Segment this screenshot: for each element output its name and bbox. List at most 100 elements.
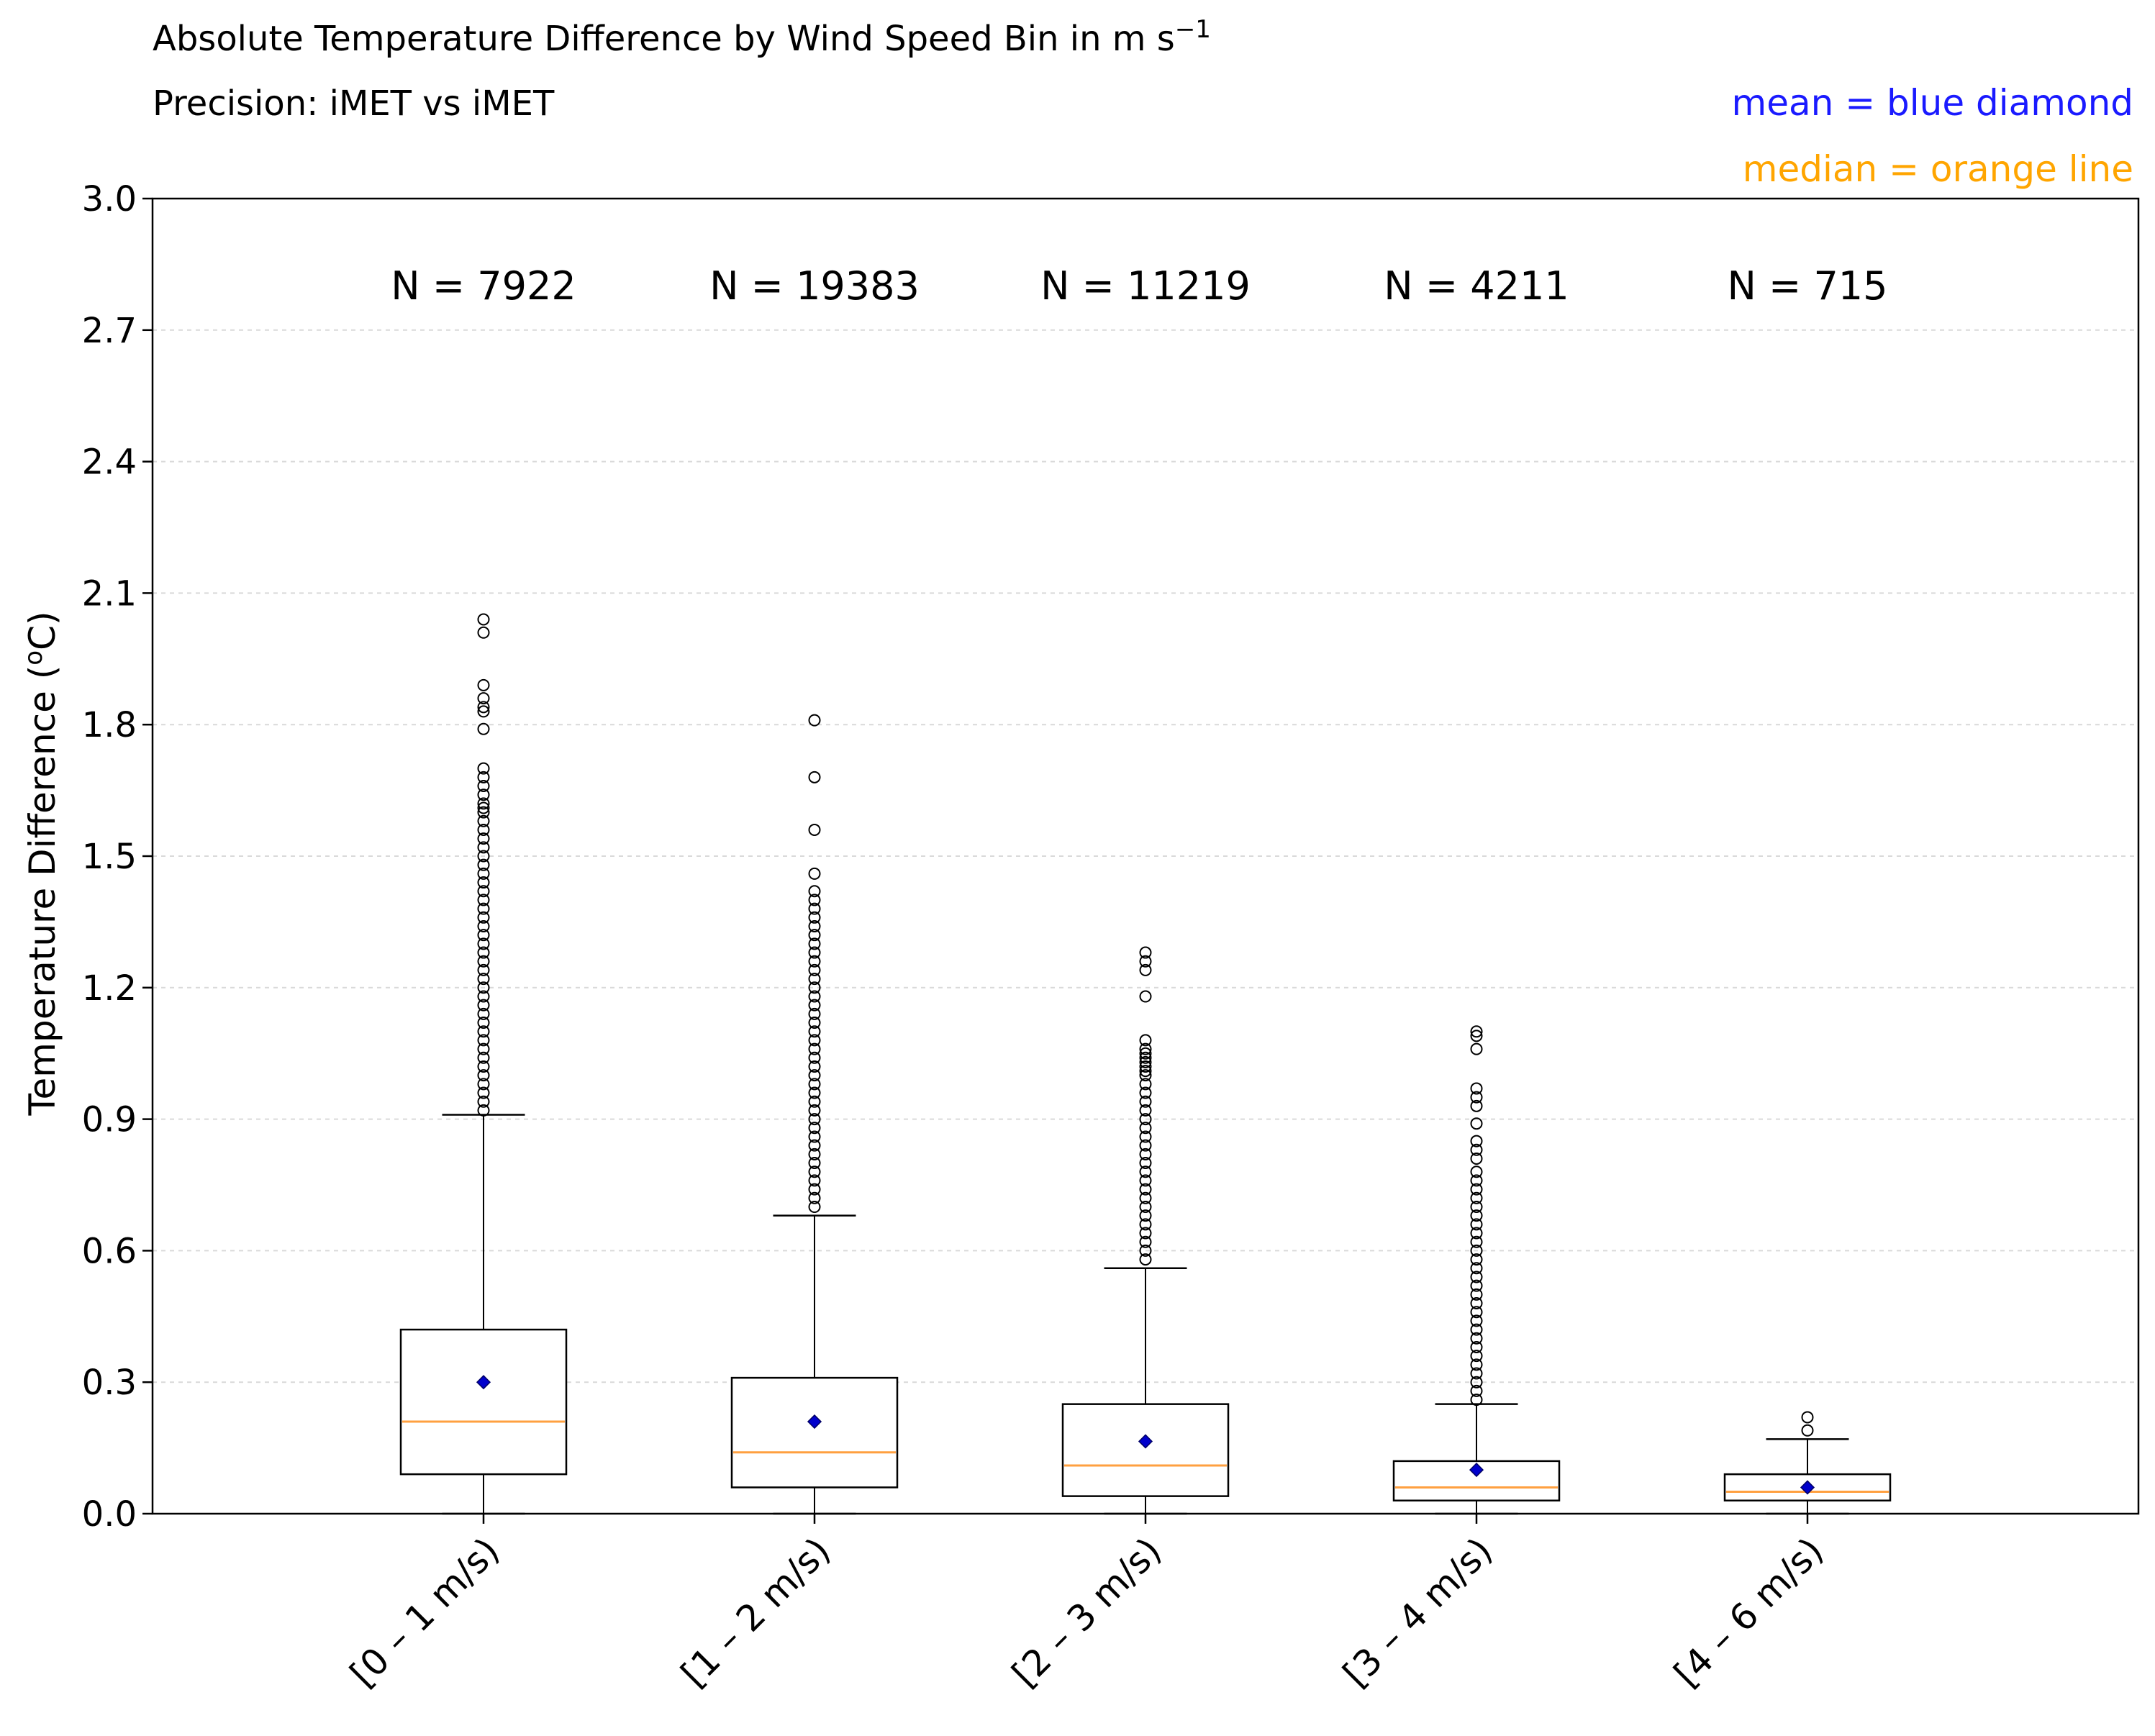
x-tick-label: [2 – 3 m/s) [1004, 1530, 1169, 1695]
outlier-point [1470, 1367, 1483, 1380]
outlier-point [1139, 1253, 1152, 1266]
outlier-point [808, 1183, 821, 1196]
outlier-point [808, 1113, 821, 1126]
outlier-point [1470, 1117, 1483, 1130]
outlier-point [477, 911, 490, 924]
outlier-point [808, 1042, 821, 1055]
outlier-point [477, 789, 490, 801]
outlier-point [1470, 1042, 1483, 1055]
iqr-box [399, 1328, 568, 1476]
outlier-point [1470, 1350, 1483, 1363]
outlier-point [808, 894, 821, 906]
outlier-point [1139, 1148, 1152, 1160]
outlier-point [808, 1200, 821, 1213]
box-series [399, 613, 1892, 1515]
y-tick-label: 2.4 [82, 442, 137, 483]
outlier-point [808, 955, 821, 968]
x-tick-label: [1 – 2 m/s) [673, 1530, 838, 1695]
y-tick-label: 2.1 [82, 573, 137, 614]
outlier-point [808, 911, 821, 924]
outlier-point [808, 990, 821, 1003]
outlier-point [1139, 1244, 1152, 1257]
outlier-point [477, 981, 490, 994]
x-tick-label: [3 – 4 m/s) [1335, 1530, 1500, 1695]
outlier-point [1470, 1262, 1483, 1275]
outlier-point [808, 981, 821, 994]
y-tick-label: 2.7 [82, 311, 137, 351]
outlier-point [808, 714, 821, 727]
outlier-point [1470, 1143, 1483, 1156]
outlier-point [477, 1042, 490, 1055]
count-label: N = 715 [1727, 263, 1887, 309]
outlier-point [1139, 1165, 1152, 1178]
outlier-point [1470, 1253, 1483, 1266]
outlier-point [477, 946, 490, 959]
outlier-point [477, 806, 490, 819]
outlier-point [477, 1025, 490, 1038]
outlier-point [477, 955, 490, 968]
outlier-point [1470, 1218, 1483, 1231]
box-group [730, 714, 899, 1515]
x-tick-label: [4 – 6 m/s) [1666, 1530, 1831, 1695]
mean-marker [1469, 1463, 1484, 1478]
outlier-point [477, 885, 490, 898]
outlier-point [477, 929, 490, 942]
outlier-point [477, 919, 490, 932]
outlier-point [1139, 1227, 1152, 1240]
outlier-point [808, 919, 821, 932]
outlier-point [1139, 1122, 1152, 1135]
outlier-point [1139, 1113, 1152, 1126]
box-group [1061, 946, 1230, 1515]
count-labels: N = 7922 N = 19383 N = 11219 N = 4211 N = 71… [391, 263, 1887, 309]
y-axis-label: Temperature Difference (oC) [19, 611, 63, 1116]
outlier-point [1139, 1130, 1152, 1143]
outlier-point [1470, 1340, 1483, 1353]
outlier-point [1470, 1306, 1483, 1319]
chart-title-superscript: −1 [1175, 15, 1211, 44]
outlier-point [808, 1078, 821, 1091]
outlier-point [477, 762, 490, 775]
plot-frame [151, 197, 2140, 1515]
y-tick-label: 1.5 [82, 837, 137, 877]
outlier-point [808, 902, 821, 915]
box-group [1392, 1025, 1561, 1515]
outlier-point [1470, 1297, 1483, 1310]
outlier-point [808, 1157, 821, 1170]
outlier-point [1139, 1095, 1152, 1108]
outlier-point [477, 999, 490, 1012]
outlier-point [808, 771, 821, 783]
outlier-point [1470, 1209, 1483, 1222]
outlier-point [477, 1060, 490, 1073]
outlier-point [477, 973, 490, 986]
x-axis-ticks: [0 – 1 m/s) [1 – 2 m/s) [2 – 3 m/s) [3 – 4 … [342, 1514, 1831, 1695]
count-label: N = 19383 [709, 263, 920, 309]
y-tick-label: 0.0 [82, 1494, 137, 1535]
outlier-point [477, 902, 490, 915]
outlier-point [1139, 963, 1152, 976]
y-tick-label: 0.9 [82, 1100, 137, 1140]
outlier-point [808, 867, 821, 880]
outlier-point [808, 885, 821, 898]
outlier-point [477, 705, 490, 718]
outlier-point [1470, 1091, 1483, 1104]
outlier-point [477, 692, 490, 705]
outlier-point [1470, 1025, 1483, 1038]
outlier-point [477, 876, 490, 889]
outlier-point [477, 1078, 490, 1091]
outlier-point [477, 814, 490, 827]
legend-median: median = orange line [1743, 148, 2133, 190]
outlier-point [808, 1104, 821, 1117]
outlier-point [1470, 1152, 1483, 1165]
outlier-point [1139, 1086, 1152, 1099]
outlier-point [1139, 955, 1152, 968]
outlier-point [477, 701, 490, 714]
outlier-point [1470, 1358, 1483, 1371]
outlier-point [1139, 1104, 1152, 1117]
outlier-point [1470, 1030, 1483, 1042]
outlier-point [808, 999, 821, 1012]
iqr-box [730, 1376, 899, 1489]
outlier-point [808, 937, 821, 950]
outlier-point [1139, 1042, 1152, 1055]
outlier-point [1470, 1376, 1483, 1389]
outlier-point [808, 929, 821, 942]
